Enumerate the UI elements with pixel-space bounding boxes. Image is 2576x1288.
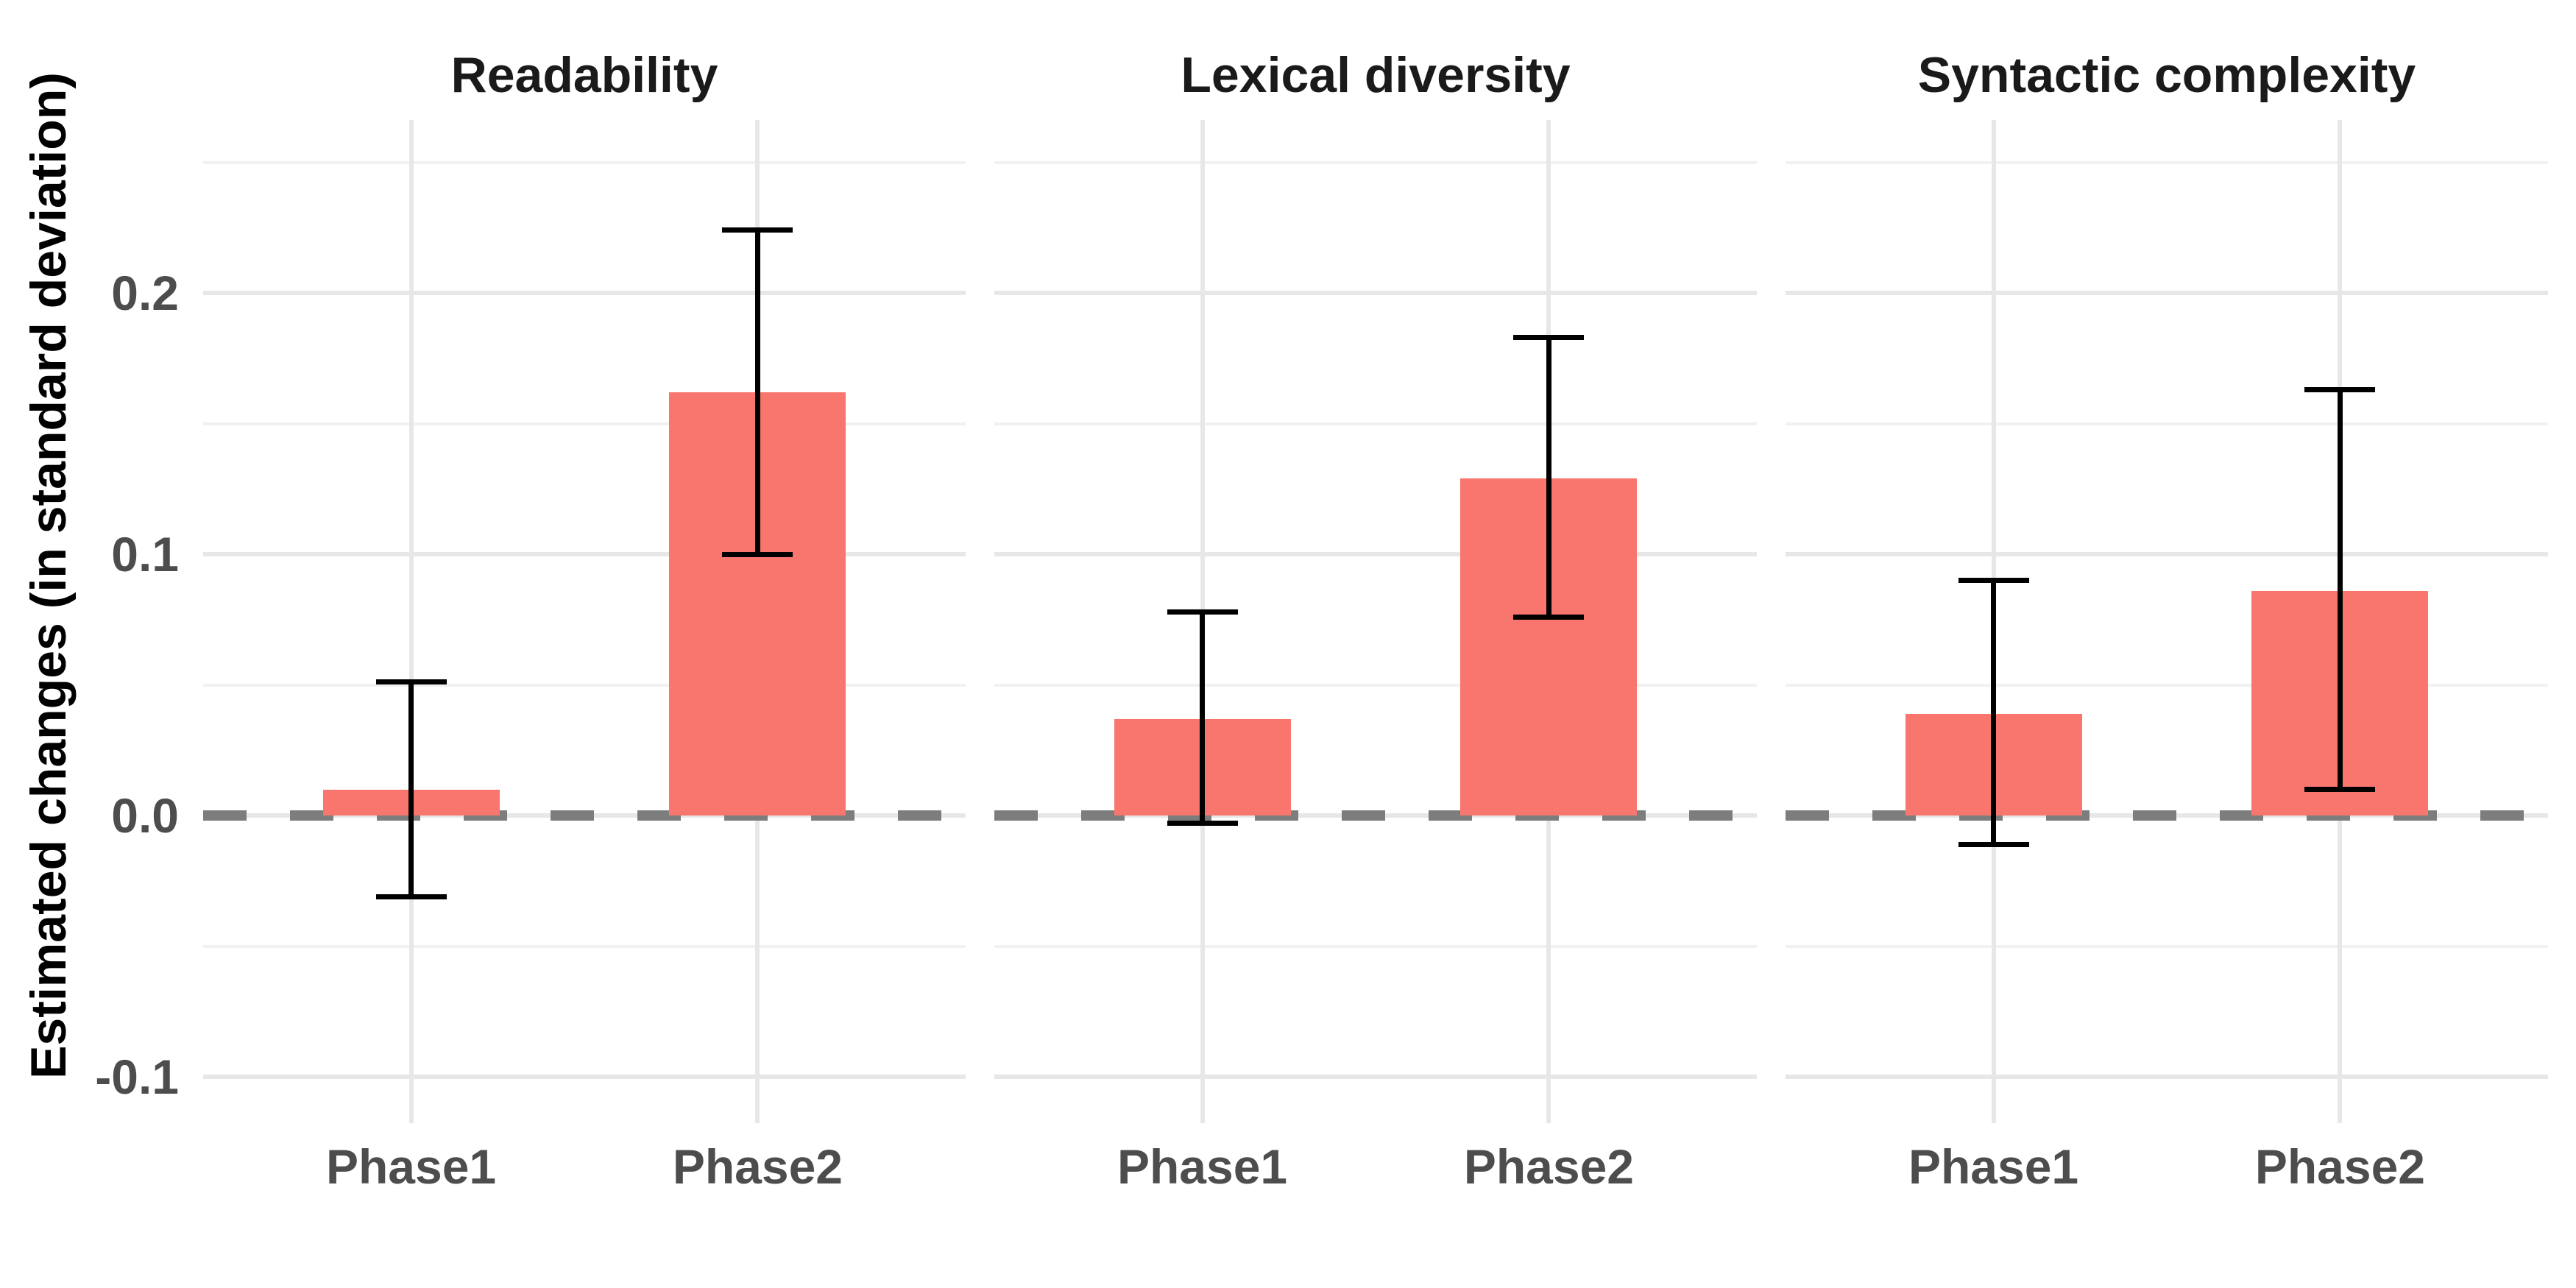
major-gridline [994,1075,1757,1079]
y-tick-label: 0.0 [111,788,179,843]
y-tick-label: 0.2 [111,266,179,320]
major-gridline [1786,1075,2548,1079]
error-bar-cap [375,894,447,899]
error-bar-cap [375,679,447,685]
x-axis-label: Phase2 [672,1139,843,1194]
x-axis-label: Phase2 [1463,1139,1635,1194]
major-gridline [203,552,966,556]
minor-gridline [1786,422,2548,425]
error-bar-line [2337,389,2343,790]
minor-gridline [203,683,966,687]
minor-gridline [203,944,966,948]
x-axis-label: Phase1 [1908,1139,2079,1194]
plot-area [1786,120,2548,1123]
minor-gridline [1786,944,2548,948]
error-bar-cap [722,551,793,557]
major-gridline-vertical [408,120,414,1123]
plot-area [994,120,1757,1123]
error-bar-cap [1167,609,1238,615]
error-bar-cap [1958,841,2029,847]
minor-gridline [1786,683,2548,687]
major-gridline [1786,291,2548,295]
facet-panel-syntactic-complexity: Syntactic complexity Phase1 Phase2 [1786,0,2548,1288]
y-tick-label: -0.1 [95,1050,179,1104]
x-axis-label: Phase2 [2254,1139,2426,1194]
minor-gridline [994,160,1757,164]
y-axis-title: Estimated changes (in standard deviation… [21,72,77,1079]
zero-reference-line [203,810,966,821]
error-bar-cap [722,227,793,233]
facet-title: Syntactic complexity [1917,47,2416,103]
minor-gridline [1786,160,2548,164]
facet-panel-readability: Readability Phase1 Phase2 [203,0,966,1288]
major-gridline [994,552,1757,556]
minor-gridline [994,683,1757,687]
error-bar-line [1200,612,1206,824]
minor-gridline [994,422,1757,425]
facet-panel-lexical-diversity: Lexical diversity Phase1 Phase2 [994,0,1757,1288]
minor-gridline [203,422,966,425]
error-bar-cap [2304,787,2376,792]
major-gridline [203,1075,966,1079]
major-gridline [994,291,1757,295]
error-bar-cap [2304,386,2376,392]
error-bar-line [754,230,760,554]
error-bar-cap [1513,614,1585,620]
minor-gridline [203,160,966,164]
x-axis-label: Phase1 [325,1139,497,1194]
x-axis-label: Phase1 [1117,1139,1288,1194]
zero-reference-line [994,810,1757,821]
error-bar-line [408,682,414,897]
y-tick-label: 0.1 [111,527,179,581]
plot-area [203,120,966,1123]
error-bar-line [1991,580,1997,845]
facet-title: Lexical diversity [1181,47,1571,103]
major-gridline [1786,552,2548,556]
facet-title: Readability [450,47,718,103]
zero-reference-line [1786,810,2548,821]
error-bar-cap [1958,578,2029,583]
major-gridline [203,291,966,295]
minor-gridline [994,944,1757,948]
error-bar-cap [1513,334,1585,340]
error-bar-cap [1167,821,1238,827]
error-bar-line [1546,337,1551,618]
